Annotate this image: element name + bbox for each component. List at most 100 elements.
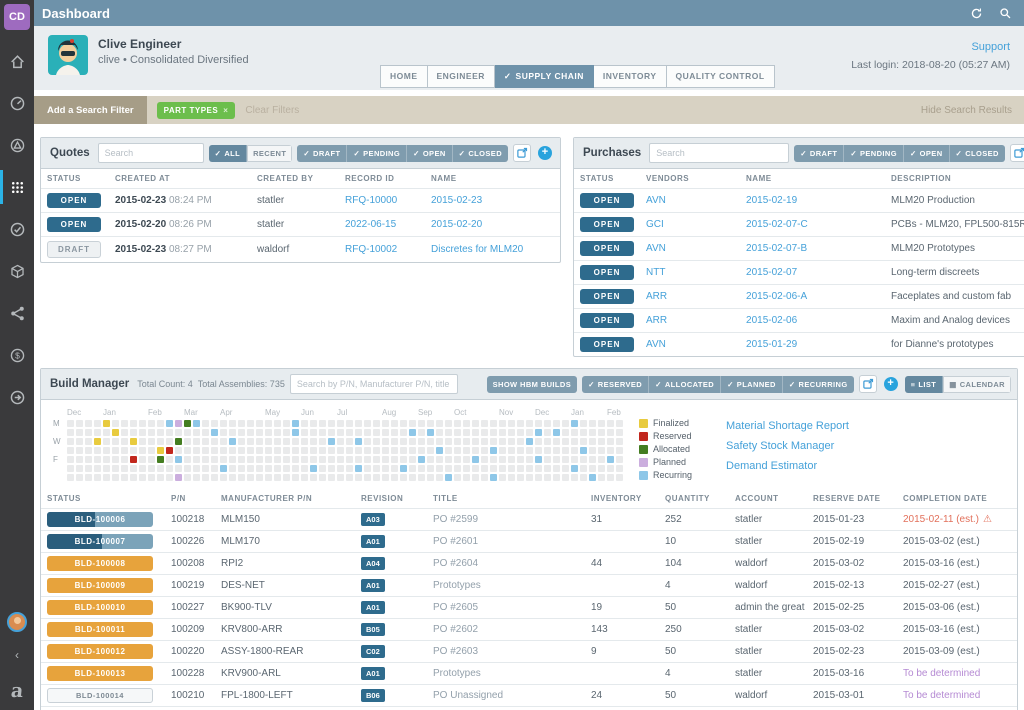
heatmap-build-cell[interactable] (490, 447, 497, 454)
heatmap-build-cell[interactable] (535, 429, 542, 436)
hide-search-results-button[interactable]: Hide Search Results (921, 105, 1012, 116)
name-link[interactable]: 2015-02-07-C (746, 219, 808, 230)
vendor-link[interactable]: NTT (646, 267, 665, 278)
filter-chip-calendar[interactable]: ▦CALENDAR (943, 376, 1011, 393)
sidebar-item-changes[interactable] (0, 124, 34, 166)
clear-filters-button[interactable]: Clear Filters (245, 105, 299, 116)
link-material-shortage-report[interactable]: Material Shortage Report (726, 420, 849, 432)
heatmap-build-cell[interactable] (571, 420, 578, 427)
filter-chip-allocated[interactable]: ✓ALLOCATED (649, 376, 721, 393)
search-icon[interactable] (999, 7, 1012, 20)
heatmap-build-cell[interactable] (355, 438, 362, 445)
build-status-badge[interactable]: BLD-100014 (47, 688, 153, 703)
build-status-badge[interactable]: BLD-100008 (47, 556, 153, 571)
vendor-link[interactable]: ARR (646, 291, 667, 302)
heatmap-build-cell[interactable] (130, 438, 137, 445)
record-id-link[interactable]: 2022-06-15 (345, 219, 396, 230)
heatmap-build-cell[interactable] (445, 474, 452, 481)
heatmap-build-cell[interactable] (157, 447, 164, 454)
filter-chip-closed[interactable]: ✓CLOSED (950, 145, 1005, 162)
heatmap-build-cell[interactable] (292, 429, 299, 436)
build-status-badge[interactable]: BLD-100007 (47, 534, 153, 549)
remove-filter-icon[interactable]: × (223, 106, 228, 115)
filter-chip-pending[interactable]: ✓PENDING (844, 145, 904, 162)
build-search-input[interactable] (290, 374, 458, 394)
heatmap-build-cell[interactable] (400, 465, 407, 472)
heatmap-build-cell[interactable] (355, 465, 362, 472)
arena-logo[interactable]: a (10, 680, 25, 702)
filter-chip-pending[interactable]: ✓PENDING (347, 145, 407, 162)
heatmap-build-cell[interactable] (292, 420, 299, 427)
heatmap-build-cell[interactable] (112, 429, 119, 436)
heatmap-build-cell[interactable] (472, 456, 479, 463)
tab-supply-chain[interactable]: ✓SUPPLY CHAIN (495, 65, 594, 88)
heatmap-build-cell[interactable] (571, 465, 578, 472)
filter-tag-part-types[interactable]: PART TYPES× (157, 102, 236, 119)
tab-home[interactable]: HOME (380, 65, 428, 88)
user-avatar[interactable] (48, 35, 88, 75)
filter-chip-all[interactable]: ✓ALL (209, 145, 247, 162)
vendor-link[interactable]: AVN (646, 195, 666, 206)
name-link[interactable]: 2015-02-07-B (746, 243, 807, 254)
filter-chip-recurring[interactable]: ✓RECURRING (783, 376, 854, 393)
heatmap-build-cell[interactable] (310, 465, 317, 472)
build-add-icon[interactable]: + (882, 375, 900, 393)
name-link[interactable]: 2015-02-06 (746, 315, 797, 326)
filter-chip-planned[interactable]: ✓PLANNED (721, 376, 783, 393)
sidebar-user-avatar[interactable] (7, 612, 27, 632)
link-demand-estimator[interactable]: Demand Estimator (726, 460, 849, 472)
heatmap-build-cell[interactable] (130, 456, 137, 463)
filter-chip-open[interactable]: ✓OPEN (904, 145, 950, 162)
heatmap-build-cell[interactable] (418, 456, 425, 463)
heatmap-build-cell[interactable] (157, 456, 164, 463)
heatmap-build-cell[interactable] (166, 447, 173, 454)
vendor-link[interactable]: AVN (646, 243, 666, 254)
app-logo[interactable]: CD (4, 4, 30, 30)
vendor-link[interactable]: ARR (646, 315, 667, 326)
heatmap-build-cell[interactable] (175, 438, 182, 445)
refresh-icon[interactable] (970, 7, 983, 20)
purchases-export-icon[interactable] (1010, 144, 1024, 162)
vendor-link[interactable]: AVN (646, 339, 666, 350)
quotes-export-icon[interactable] (513, 144, 531, 162)
sidebar-item-exports[interactable] (0, 376, 34, 418)
heatmap-build-cell[interactable] (526, 438, 533, 445)
name-link[interactable]: Discretes for MLM20 (431, 244, 523, 255)
support-link[interactable]: Support (971, 41, 1010, 53)
heatmap-build-cell[interactable] (211, 429, 218, 436)
build-export-icon[interactable] (859, 375, 877, 393)
heatmap-build-cell[interactable] (607, 456, 614, 463)
heatmap-build-cell[interactable] (580, 447, 587, 454)
heatmap-build-cell[interactable] (328, 438, 335, 445)
heatmap-build-cell[interactable] (589, 474, 596, 481)
build-status-badge[interactable]: BLD-100012 (47, 644, 153, 659)
heatmap-build-cell[interactable] (94, 438, 101, 445)
build-status-badge[interactable]: BLD-100013 (47, 666, 153, 681)
name-link[interactable]: 2015-02-19 (746, 195, 797, 206)
build-status-badge[interactable]: BLD-100009 (47, 578, 153, 593)
filter-chip-show-hbm-builds[interactable]: SHOW HBM BUILDS (487, 376, 578, 393)
filter-chip-list[interactable]: ≡LIST (905, 376, 944, 393)
link-safety-stock-manager[interactable]: Safety Stock Manager (726, 440, 849, 452)
heatmap-build-cell[interactable] (553, 429, 560, 436)
record-id-link[interactable]: RFQ-10002 (345, 244, 397, 255)
quotes-search-input[interactable] (98, 143, 204, 163)
heatmap-build-cell[interactable] (220, 465, 227, 472)
filter-chip-open[interactable]: ✓OPEN (407, 145, 453, 162)
sidebar-item-dashboard-gauge[interactable] (0, 82, 34, 124)
sidebar-item-items-grid[interactable] (0, 166, 34, 208)
vendor-link[interactable]: GCI (646, 219, 664, 230)
sidebar-item-packages[interactable] (0, 250, 34, 292)
heatmap-build-cell[interactable] (175, 456, 182, 463)
filter-chip-draft[interactable]: ✓DRAFT (794, 145, 844, 162)
build-status-badge[interactable]: BLD-100011 (47, 622, 153, 637)
name-link[interactable]: 2015-02-20 (431, 219, 482, 230)
heatmap-build-cell[interactable] (175, 474, 182, 481)
name-link[interactable]: 2015-01-29 (746, 339, 797, 350)
add-search-filter-button[interactable]: Add a Search Filter (34, 96, 147, 124)
name-link[interactable]: 2015-02-07 (746, 267, 797, 278)
name-link[interactable]: 2015-02-23 (431, 195, 482, 206)
heatmap-build-cell[interactable] (436, 447, 443, 454)
sidebar-item-share[interactable] (0, 292, 34, 334)
heatmap-build-cell[interactable] (490, 474, 497, 481)
